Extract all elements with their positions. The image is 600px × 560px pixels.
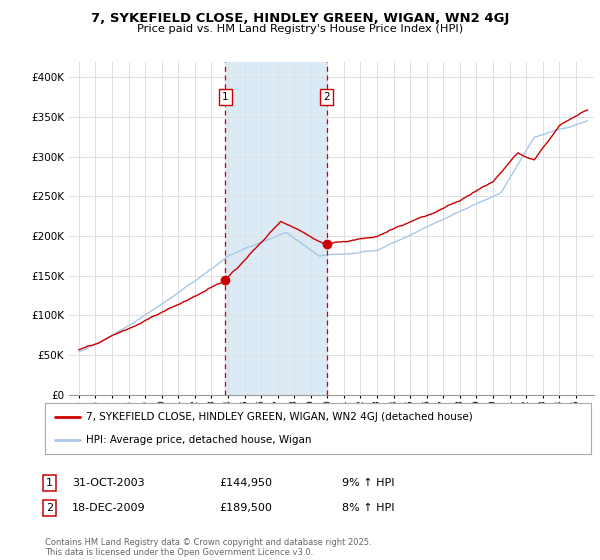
Text: £144,950: £144,950 xyxy=(219,478,272,488)
Text: 2: 2 xyxy=(323,92,330,102)
Text: Contains HM Land Registry data © Crown copyright and database right 2025.
This d: Contains HM Land Registry data © Crown c… xyxy=(45,538,371,557)
Text: 1: 1 xyxy=(222,92,229,102)
Text: 31-OCT-2003: 31-OCT-2003 xyxy=(72,478,145,488)
Text: 7, SYKEFIELD CLOSE, HINDLEY GREEN, WIGAN, WN2 4GJ (detached house): 7, SYKEFIELD CLOSE, HINDLEY GREEN, WIGAN… xyxy=(86,412,473,422)
Text: 8% ↑ HPI: 8% ↑ HPI xyxy=(342,503,395,513)
Text: £189,500: £189,500 xyxy=(219,503,272,513)
Text: 18-DEC-2009: 18-DEC-2009 xyxy=(72,503,146,513)
Text: 7, SYKEFIELD CLOSE, HINDLEY GREEN, WIGAN, WN2 4GJ: 7, SYKEFIELD CLOSE, HINDLEY GREEN, WIGAN… xyxy=(91,12,509,25)
Text: 9% ↑ HPI: 9% ↑ HPI xyxy=(342,478,395,488)
Text: 2: 2 xyxy=(46,503,53,513)
Text: Price paid vs. HM Land Registry's House Price Index (HPI): Price paid vs. HM Land Registry's House … xyxy=(137,24,463,34)
Text: 1: 1 xyxy=(46,478,53,488)
Text: HPI: Average price, detached house, Wigan: HPI: Average price, detached house, Wiga… xyxy=(86,435,311,445)
